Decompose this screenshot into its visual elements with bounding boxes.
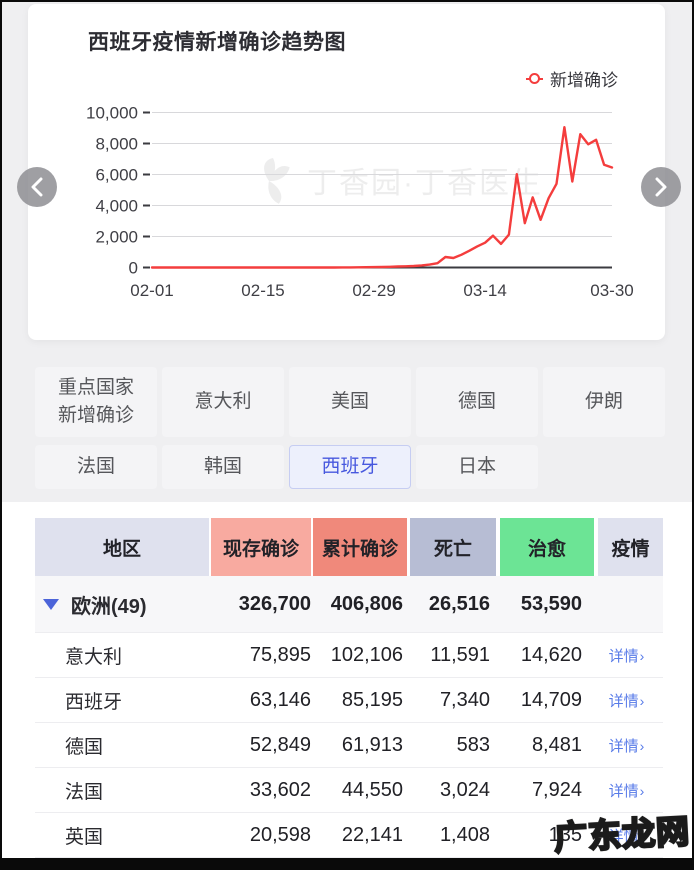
region-name: 西班牙: [65, 691, 123, 713]
tab-korea[interactable]: 韩国: [162, 445, 284, 489]
cured-value: 8,481: [531, 733, 582, 756]
table-header-row: 地区 现存确诊 累计确诊 死亡 治愈 疫情: [35, 518, 663, 576]
deaths-value: 3,024: [439, 778, 490, 801]
bottom-black-bar: [2, 858, 692, 870]
cured-value: 135: [548, 823, 582, 846]
chevron-right-icon: [655, 177, 667, 197]
deaths-value: 583: [456, 733, 490, 756]
total-confirmed-value: 85,195: [341, 688, 403, 711]
carousel-next-button[interactable]: [641, 167, 681, 207]
deaths-value: 7,340: [439, 688, 490, 711]
region-name: 英国: [65, 826, 104, 848]
tab-iran[interactable]: 伊朗: [543, 367, 665, 437]
tab-japan[interactable]: 日本: [416, 445, 538, 489]
current-confirmed-value: 75,895: [249, 643, 311, 666]
table-row-spain: 西班牙 63,146 85,195 7,340 14,709 详情›: [35, 678, 663, 723]
region-cell: 欧洲(49): [35, 590, 209, 619]
table-row-france: 法国 33,602 44,550 3,024 7,924 详情›: [35, 768, 663, 813]
current-confirmed-value: 52,849: [249, 733, 311, 756]
tab-row-1: 重点国家 新增确诊 意大利 美国 德国 伊朗: [35, 367, 665, 437]
detail-link[interactable]: 详情›: [608, 692, 645, 710]
chevron-right-icon: ›: [639, 782, 645, 799]
cured-value: 7,924: [531, 778, 582, 801]
chevron-right-icon: ›: [639, 737, 645, 754]
table-row-germany: 德国 52,849 61,913 583 8,481 详情›: [35, 723, 663, 768]
current-confirmed-value: 33,602: [249, 778, 311, 801]
total-confirmed-value: 61,913: [341, 733, 403, 756]
region-name: 欧洲(49): [71, 595, 147, 618]
tab-usa[interactable]: 美国: [289, 367, 411, 437]
header-region: 地区: [35, 518, 209, 576]
chart-legend[interactable]: 新增确诊: [526, 66, 618, 91]
chevron-right-icon: ›: [639, 647, 645, 664]
chevron-left-icon: [31, 177, 43, 197]
region-name: 法国: [65, 781, 104, 803]
stats-table: 地区 现存确诊 累计确诊 死亡 治愈 疫情 欧洲(49) 326,700 406…: [35, 518, 663, 858]
total-confirmed-value: 22,141: [341, 823, 403, 846]
header-detail: 疫情: [598, 518, 663, 576]
tab-row-2: 法国 韩国 西班牙 日本: [35, 445, 665, 489]
dxy-watermark: 丁香园·丁香医生: [243, 154, 603, 206]
detail-link[interactable]: 详情›: [608, 782, 645, 800]
collapse-triangle-icon[interactable]: [43, 598, 59, 610]
table-row-europe-summary[interactable]: 欧洲(49) 326,700 406,806 26,516 53,590: [35, 576, 663, 633]
header-deaths: 死亡: [410, 518, 496, 576]
cured-value: 14,620: [520, 643, 582, 666]
header-cured: 治愈: [500, 518, 594, 576]
cured-value: 53,590: [520, 592, 582, 615]
tab-spain-active[interactable]: 西班牙: [289, 445, 411, 489]
header-total-confirmed: 累计确诊: [313, 518, 407, 576]
stats-table-section: 地区 现存确诊 累计确诊 死亡 治愈 疫情 欧洲(49) 326,700 406…: [2, 502, 692, 860]
tab-key-countries-new[interactable]: 重点国家 新增确诊: [35, 367, 157, 437]
detail-link[interactable]: 详情›: [608, 827, 645, 845]
current-confirmed-value: 20,598: [249, 823, 311, 846]
deaths-value: 1,408: [439, 823, 490, 846]
region-name: 意大利: [65, 646, 123, 668]
total-confirmed-value: 406,806: [330, 592, 403, 615]
table-row-uk: 英国 20,598 22,141 1,408 135 详情›: [35, 813, 663, 858]
legend-label: 新增确诊: [550, 71, 618, 90]
dxy-watermark-text: 丁香园·丁香医生: [307, 167, 543, 200]
deaths-value: 26,516: [428, 592, 490, 615]
trend-chart-card: 西班牙疫情新增确诊趋势图 新增确诊 丁香园·丁香医生: [28, 4, 665, 340]
carousel-prev-button[interactable]: [17, 167, 57, 207]
tab-germany[interactable]: 德国: [416, 367, 538, 437]
current-confirmed-value: 326,700: [238, 592, 311, 615]
detail-link[interactable]: 详情›: [608, 737, 645, 755]
region-name: 德国: [65, 736, 104, 758]
table-row-italy: 意大利 75,895 102,106 11,591 14,620 详情›: [35, 633, 663, 678]
total-confirmed-value: 44,550: [341, 778, 403, 801]
chart-title: 西班牙疫情新增确诊趋势图: [88, 31, 346, 54]
legend-line-marker-icon: [526, 73, 543, 84]
total-confirmed-value: 102,106: [330, 643, 403, 666]
cured-value: 14,709: [520, 688, 582, 711]
chevron-right-icon: ›: [639, 692, 645, 709]
tab-italy[interactable]: 意大利: [162, 367, 284, 437]
detail-link[interactable]: 详情›: [608, 647, 645, 665]
current-confirmed-value: 63,146: [249, 688, 311, 711]
header-current-confirmed: 现存确诊: [211, 518, 311, 576]
deaths-value: 11,591: [430, 643, 490, 666]
tab-france[interactable]: 法国: [35, 445, 157, 489]
dxy-leaf-icon: [264, 158, 290, 204]
chevron-right-icon: ›: [639, 827, 645, 844]
country-tabs: 重点国家 新增确诊 意大利 美国 德国 伊朗 法国 韩国 西班牙 日本: [35, 367, 665, 489]
